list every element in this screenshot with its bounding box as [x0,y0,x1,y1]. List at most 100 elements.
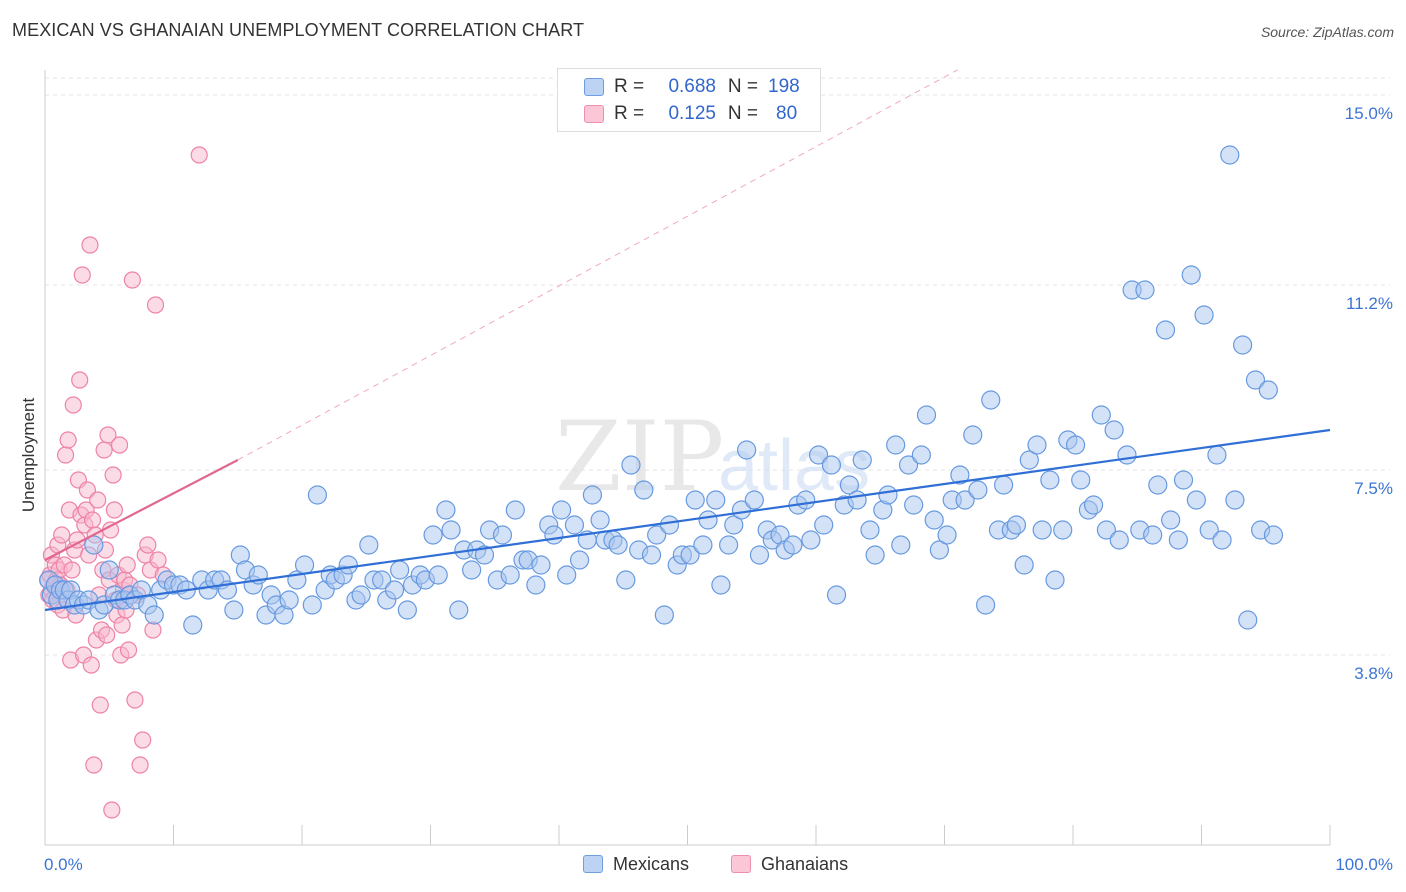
mexican-point [1071,470,1091,490]
mexican-point [916,405,937,425]
ghanaian-point [118,556,136,574]
mexican-point [860,520,880,540]
mexican-point [492,525,513,545]
mexican-point [981,390,1001,410]
correlation-legend: R = 0.688 N = 198 R = 0.125 N = 80 [557,68,821,132]
mexican-point [744,490,764,510]
mexican-point [1148,475,1168,495]
mexican-point [99,560,119,580]
mexican-point [719,535,739,555]
mexican-point [847,490,867,510]
source-label: Source: ZipAtlas.com [1260,24,1394,40]
mexican-point [351,585,371,605]
mexican-point [1096,520,1117,540]
ghanaian-point [59,431,77,449]
mexican-point [359,535,379,555]
mexican-point [183,615,203,635]
mexican-point [1233,335,1253,355]
ghanaian-point [104,466,122,484]
ghanaian-point [63,561,81,579]
mexican-point [929,540,949,560]
mexican-point [1194,305,1214,325]
ghanaian-point [71,371,89,389]
mexican-point [294,555,315,575]
mexican-point [307,485,328,505]
ghanaian-point [123,271,141,289]
mexican-point [1053,520,1073,540]
ghanaian-point [53,526,71,544]
y-axis-label: Unemployment [19,398,38,513]
mexican-point [731,500,752,520]
mexican-point [814,515,834,535]
mexican-point [84,535,104,555]
ghanaian-point [149,551,167,569]
mexican-point [557,565,577,585]
mexican-point [706,490,726,510]
mexican-point [384,580,405,600]
mexican-point [436,500,456,520]
bottom-legend-label-mexicans: Mexicans [613,853,690,874]
mexican-point [1263,525,1284,545]
mexican-point [852,450,872,470]
ghanaian-trend-line [44,459,239,561]
ghanaian-point [103,801,121,819]
mexican-point [955,490,975,510]
mexican-point [1019,450,1039,470]
mexican-point [904,495,924,515]
ghanaian-point [56,446,75,464]
mexican-point [821,455,842,475]
trend-lines [44,69,1331,612]
bottom-legend-swatch-ghanaians [731,855,751,873]
mexican-point [737,440,757,460]
y-tick-label: 11.2% [1346,294,1393,313]
mexican-point [1104,420,1124,440]
mexican-point [865,545,885,565]
ghanaian-point [113,616,131,634]
mexican-point [338,555,358,575]
mexican-point [1091,405,1111,425]
mexican-point [963,425,983,445]
mexican-point [531,555,551,575]
mexican-point [441,520,461,540]
tick-labels: 3.8% 7.5% 11.2% 15.0% 0.0% 100.0% [44,104,1393,874]
bottom-legend-label-ghanaians: Ghanaians [761,853,849,874]
y-tick-label: 3.8% [1354,664,1393,683]
mexican-point [886,435,906,455]
ghanaian-point [131,756,149,774]
mexican-point [526,575,546,595]
ghanaian-point [146,296,165,314]
mexican-point [950,465,970,485]
mexican-point [616,570,636,590]
mexican-point [641,545,662,565]
mexican-point [505,500,525,520]
bottom-legend-ghanaians[interactable]: Ghanaians [731,852,848,876]
legend-n-label: N = [727,103,758,124]
mexican-point [898,455,919,475]
mexican-point [372,570,392,590]
ghanaian-point [119,641,138,659]
series-ghanaians [38,146,208,819]
ghanaian-point [110,436,129,454]
mexican-point [1065,435,1086,455]
bottom-legend-mexicans[interactable]: Mexicans [583,852,689,876]
axes [44,70,1331,846]
legend-swatch-ghanaians [584,105,604,123]
mexican-point [654,605,674,625]
mexican-point [1045,570,1065,590]
mexican-point [1238,610,1258,630]
ghanaian-point [91,696,109,714]
mexican-point [569,550,590,570]
mexican-point [796,490,816,510]
ghanaian-point [134,731,152,749]
mexican-trend-line [44,428,1331,612]
mexican-point [698,510,718,530]
mexican-point [564,515,585,535]
mexican-point [1083,495,1104,515]
mexican-point [1155,320,1176,340]
ghanaian-point [89,491,107,509]
ghanaian-point [98,626,116,644]
mexican-point [590,510,610,530]
mexican-point [968,480,988,500]
mexican-point [801,530,821,550]
